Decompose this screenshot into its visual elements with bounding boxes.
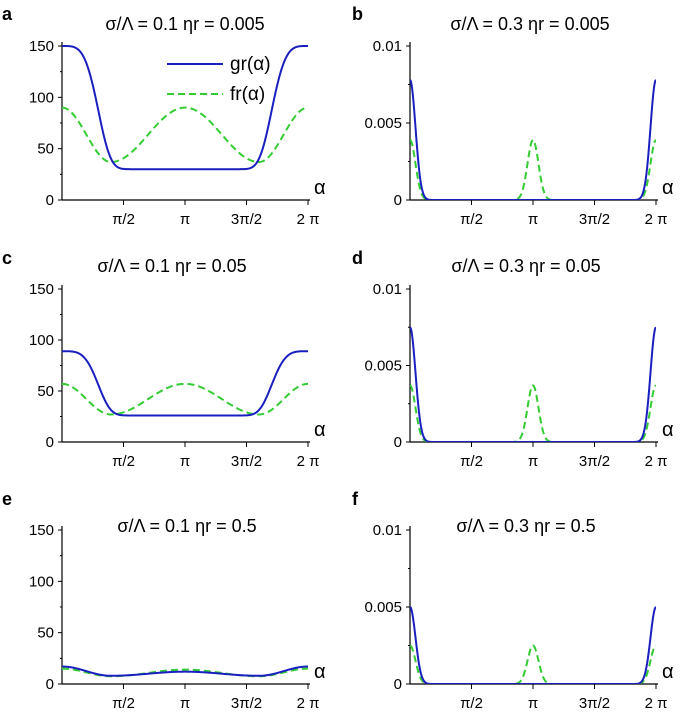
series-fr-line [410, 384, 656, 442]
y-tick-label: 150 [29, 281, 54, 298]
x-tick-label: 3π/2 [579, 695, 610, 712]
x-tick-label: π [528, 211, 538, 228]
panel-title: σ/Λ = 0.1 ηr = 0.005 [105, 14, 264, 34]
panel-b: b σ/Λ = 0.3 ηr = 0.005 0 0.005 0.01 π/2 π 3π/2 2… [352, 4, 674, 228]
y-tick-label: 150 [29, 522, 54, 539]
y-tick-label: 0 [394, 192, 402, 209]
series-gr-line [62, 350, 308, 417]
x-axis-label: α [314, 661, 326, 683]
x-tick-label: π [180, 695, 190, 712]
x-axis-label: α [662, 177, 674, 199]
panel-e: e σ/Λ = 0.1 ηr = 0.5 0 50 100 150 π/2 π 3π/2 2 π α [2, 489, 326, 712]
y-tick-label: 50 [37, 625, 54, 642]
y-tick-label: 0 [394, 434, 402, 451]
panel-label: d [352, 248, 363, 268]
panel-d: d σ/Λ = 0.3 ηr = 0.05 0 0.005 0.01 π/2 π 3π/2 2 … [352, 248, 674, 470]
x-tick-label: 3π/2 [231, 211, 262, 228]
panel-label: e [2, 489, 12, 509]
y-tick-label: 0 [46, 192, 54, 209]
x-tick-label: 3π/2 [579, 453, 610, 470]
panel-label: c [2, 248, 12, 268]
panel-label: b [352, 4, 363, 24]
series-fr-line [410, 644, 656, 684]
y-tick-label: 0.01 [373, 522, 402, 539]
y-tick-label: 0.005 [364, 358, 402, 375]
legend-label-fr: fr(α) [230, 84, 265, 105]
legend-label-gr: gr(α) [230, 54, 271, 75]
panel-title: σ/Λ = 0.1 ηr = 0.5 [117, 516, 256, 536]
x-tick-label: π [528, 695, 538, 712]
x-tick-label: π/2 [112, 211, 135, 228]
y-tick-label: 0 [394, 676, 402, 693]
x-tick-label: 3π/2 [579, 211, 610, 228]
x-tick-label: 2 π [645, 211, 668, 228]
x-axis-label: α [314, 177, 326, 199]
y-tick-label: 0.005 [364, 599, 402, 616]
y-tick-label: 0.01 [373, 38, 402, 55]
panel-label: f [352, 489, 359, 509]
panel-f: f σ/Λ = 0.3 ηr = 0.5 0 0.005 0.01 π/2 π 3π/2 2 π… [352, 489, 674, 712]
y-tick-label: 0 [46, 676, 54, 693]
y-tick-label: 0.005 [364, 115, 402, 132]
y-tick-label: 100 [29, 573, 54, 590]
legend: gr(α) fr(α) [167, 54, 271, 105]
panel-title: σ/Λ = 0.3 ηr = 0.5 [456, 516, 595, 536]
series-fr-line [62, 382, 308, 416]
x-tick-label: 3π/2 [231, 695, 262, 712]
panel-c: c σ/Λ = 0.1 ηr = 0.05 0 50 100 150 π/2 π 3π/2 2 π… [2, 248, 326, 470]
x-tick-label: π/2 [112, 695, 135, 712]
y-tick-label: 0.01 [373, 281, 402, 298]
x-axis-label: α [314, 419, 326, 441]
y-tick-label: 50 [37, 141, 54, 158]
x-tick-label: 2 π [297, 211, 320, 228]
x-tick-label: 2 π [645, 695, 668, 712]
panel-a: a σ/Λ = 0.1 ηr = 0.005 0 50 100 150 π/2 π 3π/2 2 … [2, 4, 326, 228]
panel-title: σ/Λ = 0.1 ηr = 0.05 [97, 256, 246, 276]
y-tick-label: 0 [46, 434, 54, 451]
panel-title: σ/Λ = 0.3 ηr = 0.05 [451, 256, 600, 276]
y-tick-label: 100 [29, 89, 54, 106]
series-fr-line [62, 106, 308, 164]
series-fr-line [62, 667, 308, 678]
x-tick-label: π/2 [112, 453, 135, 470]
x-axis-label: α [662, 419, 674, 441]
x-tick-label: π/2 [460, 695, 483, 712]
y-tick-label: 50 [37, 383, 54, 400]
x-tick-label: π/2 [460, 453, 483, 470]
x-tick-label: 2 π [297, 695, 320, 712]
y-tick-label: 150 [29, 38, 54, 55]
x-tick-label: π [180, 453, 190, 470]
series-gr-line [410, 79, 656, 200]
x-tick-label: π [528, 453, 538, 470]
x-axis-label: α [662, 661, 674, 683]
panel-label: a [2, 4, 13, 24]
panel-title: σ/Λ = 0.3 ηr = 0.005 [450, 14, 609, 34]
series-gr-line [62, 665, 308, 677]
y-tick-label: 100 [29, 332, 54, 349]
series-gr-line [62, 45, 308, 171]
x-tick-label: 2 π [297, 453, 320, 470]
x-tick-label: 2 π [645, 453, 668, 470]
x-tick-label: 3π/2 [231, 453, 262, 470]
x-tick-label: π/2 [460, 211, 483, 228]
x-tick-label: π [180, 211, 190, 228]
series-fr-line [410, 138, 656, 200]
